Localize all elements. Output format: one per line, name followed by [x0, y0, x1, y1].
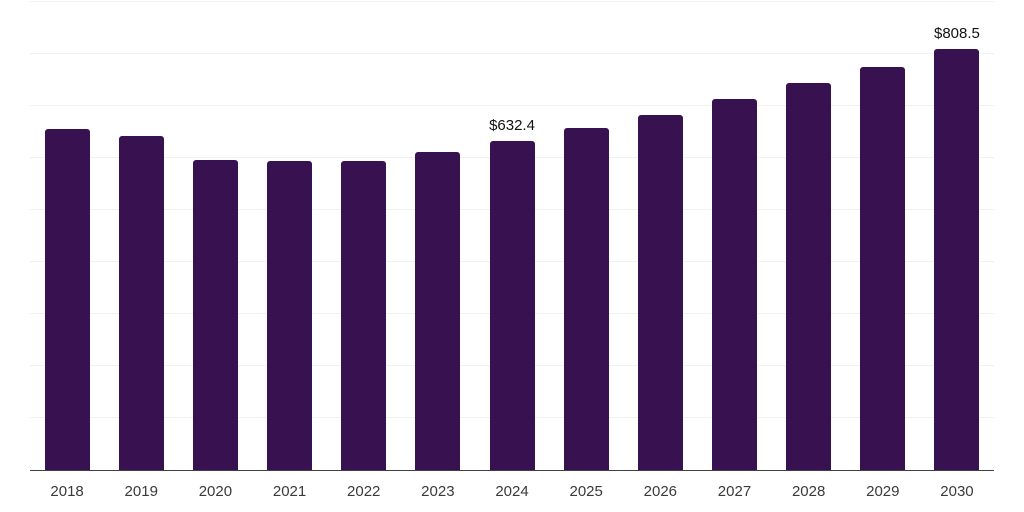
bar-slot-2019 — [104, 0, 178, 470]
bar-2025[interactable] — [563, 128, 609, 470]
x-tick-2026: 2026 — [643, 483, 678, 500]
bar-slot-2021 — [252, 0, 326, 470]
x-tick-2023: 2023 — [421, 483, 455, 500]
x-tick-2021: 2021 — [272, 483, 307, 500]
x-tick-2028: 2028 — [791, 483, 826, 500]
x-axis-labels: 2018 2019 2020 2021 2022 2023 2024 2025 2026 2027… — [30, 484, 994, 500]
x-tick-2025: 2025 — [569, 483, 603, 500]
bar-slot-2018 — [30, 0, 104, 470]
plot-area: $632.4 $808.5 — [30, 0, 994, 471]
data-label-2024: $632.4 — [489, 116, 535, 134]
bar-2018[interactable] — [44, 128, 90, 470]
bar-slot-2023 — [401, 0, 475, 470]
bar-slot-2022 — [327, 0, 401, 470]
bar-2028[interactable] — [786, 83, 832, 470]
x-tick-2019: 2019 — [124, 483, 158, 500]
x-tick-2029: 2029 — [866, 483, 900, 500]
bar-slot-2025 — [549, 0, 623, 470]
bar-2026[interactable] — [637, 114, 683, 470]
gridline-800 — [30, 52, 994, 54]
x-tick-2027: 2027 — [717, 483, 752, 500]
bar-2021[interactable] — [267, 160, 313, 470]
bar-2027[interactable] — [711, 99, 757, 470]
gridline-700 — [30, 104, 994, 106]
x-tick-2018: 2018 — [50, 483, 84, 500]
bars: $632.4 $808.5 — [30, 0, 994, 470]
bar-slot-2028 — [772, 0, 846, 470]
x-tick-2022: 2022 — [347, 483, 381, 500]
data-label-2030: $808.5 — [934, 25, 980, 43]
bar-slot-2020 — [178, 0, 252, 470]
gridline-900 — [30, 0, 994, 2]
bar-2019[interactable] — [118, 135, 164, 470]
bar-2024[interactable] — [489, 140, 535, 470]
bar-2020[interactable] — [192, 159, 238, 470]
bar-slot-2027 — [697, 0, 771, 470]
bar-slot-2024: $632.4 — [475, 0, 549, 470]
bar-2030[interactable] — [934, 49, 980, 470]
bar-2029[interactable] — [860, 66, 906, 470]
bar-slot-2030: $808.5 — [920, 0, 994, 470]
bar-slot-2029 — [846, 0, 920, 470]
x-tick-2020: 2020 — [198, 483, 233, 500]
x-tick-2024: 2024 — [495, 483, 529, 500]
bar-slot-2026 — [623, 0, 697, 470]
bar-2023[interactable] — [415, 152, 461, 470]
bar-2022[interactable] — [341, 160, 387, 470]
x-tick-2030: 2030 — [940, 483, 974, 500]
